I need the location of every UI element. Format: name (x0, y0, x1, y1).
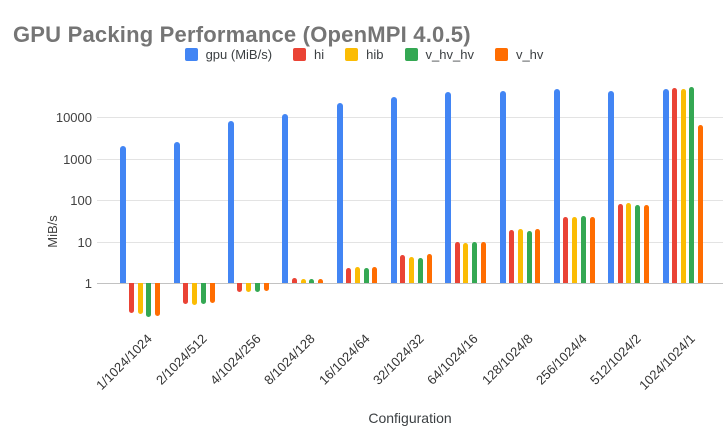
bar-v_hv[interactable] (318, 278, 324, 283)
bar-v_hv[interactable] (535, 229, 541, 283)
bar-v_hv_hv[interactable] (255, 283, 260, 293)
x-tick-label: 32/1024/32 (369, 331, 427, 388)
chart-title: GPU Packing Performance (OpenMPI 4.0.5) (13, 21, 471, 47)
bar-v_hv[interactable] (481, 241, 486, 283)
x-tick-label: 1/1024/1024 (93, 331, 156, 393)
bar-v_hv[interactable] (698, 124, 704, 283)
bar-v_hv_hv[interactable] (472, 242, 478, 283)
bar-v_hv_hv[interactable] (635, 205, 641, 283)
bar-hib[interactable] (300, 278, 306, 283)
legend-swatch-icon (345, 48, 359, 61)
x-tick-label: 1024/1024/1 (636, 331, 699, 393)
bar-hib[interactable] (517, 229, 523, 283)
bar-v_hv_hv[interactable] (580, 215, 586, 283)
legend-swatch-icon (404, 48, 418, 61)
bar-gpu-MiB-s[interactable] (391, 97, 397, 283)
legend: gpu (MiB/s) hi hib v_hv_hv v_hv (0, 47, 728, 62)
x-tick-label: 128/1024/8 (478, 331, 536, 388)
bar-v_hv[interactable] (155, 283, 161, 317)
bar-hib[interactable] (572, 216, 577, 283)
bar-hi[interactable] (128, 283, 134, 313)
legend-swatch-icon (184, 48, 198, 61)
x-tick-label: 256/1024/4 (532, 331, 590, 388)
x-tick-label: 8/1024/128 (261, 331, 319, 388)
legend-label: gpu (MiB/s) (205, 47, 273, 62)
bar-hib[interactable] (137, 283, 143, 314)
x-tick-label: 16/1024/64 (315, 331, 373, 388)
legend-item-hi: hi (293, 47, 324, 62)
y-tick-label: 10 (77, 234, 92, 250)
y-tick-label: 10000 (55, 110, 92, 125)
bar-v_hv_hv[interactable] (309, 278, 315, 283)
bar-hi[interactable] (400, 255, 406, 283)
bar-v_hv[interactable] (589, 216, 595, 283)
x-axis-title: Configuration (368, 410, 452, 426)
legend-label: v_hv (515, 47, 544, 62)
bar-gpu-MiB-s[interactable] (228, 121, 235, 283)
legend-swatch-icon (494, 48, 508, 61)
bar-gpu-MiB-s[interactable] (553, 89, 560, 283)
bar-hi[interactable] (183, 283, 189, 305)
bar-hi[interactable] (671, 87, 677, 283)
bar-gpu-MiB-s[interactable] (173, 141, 180, 283)
bar-v_hv_hv[interactable] (417, 257, 423, 283)
bar-hib[interactable] (463, 242, 469, 283)
bar-hi[interactable] (346, 267, 351, 283)
bar-v_hv[interactable] (426, 253, 432, 283)
bar-hib[interactable] (680, 89, 686, 283)
x-tick-label: 64/1024/16 (424, 331, 481, 388)
bar-v_hv_hv[interactable] (200, 283, 206, 305)
x-tick-label: 512/1024/2 (587, 331, 644, 388)
bar-hib[interactable] (626, 202, 632, 283)
x-tick-label: 4/1024/256 (207, 331, 264, 388)
bar-hi[interactable] (237, 283, 243, 292)
legend-label: hi (314, 47, 325, 62)
bar-v_hv[interactable] (209, 283, 215, 303)
bar-hi[interactable] (563, 217, 569, 283)
bar-v_hv_hv[interactable] (363, 267, 369, 283)
bar-v_hv[interactable] (372, 267, 378, 283)
legend-item-v_hv: v_hv (494, 47, 544, 62)
legend-swatch-icon (293, 48, 307, 61)
legend-label: hib (366, 47, 384, 62)
gridline (97, 158, 723, 160)
y-tick-label: 1 (84, 276, 92, 291)
legend-item-gpu-MiB-s: gpu (MiB/s) (184, 47, 273, 62)
y-tick-label: 100 (70, 193, 92, 208)
bar-gpu-MiB-s[interactable] (119, 146, 126, 283)
bar-hib[interactable] (354, 267, 360, 283)
gridline (97, 241, 723, 243)
bar-hib[interactable] (191, 283, 197, 305)
bar-gpu-MiB-s[interactable] (662, 89, 669, 283)
gridline (97, 117, 723, 118)
bar-hi[interactable] (291, 278, 297, 283)
bar-v_hv_hv[interactable] (689, 86, 695, 283)
bar-gpu-MiB-s[interactable] (445, 92, 452, 283)
gridline (97, 200, 723, 201)
legend-item-hib: hib (345, 47, 384, 62)
bar-v_hv[interactable] (643, 204, 649, 283)
bar-hib[interactable] (409, 256, 415, 283)
bar-gpu-MiB-s[interactable] (499, 91, 506, 283)
bar-gpu-MiB-s[interactable] (336, 102, 343, 283)
bar-hi[interactable] (617, 204, 623, 283)
bar-v_hv[interactable] (263, 283, 269, 291)
y-tick-label: 1000 (63, 151, 92, 167)
legend-label: v_hv_hv (425, 47, 474, 62)
legend-item-v_hv_hv: v_hv_hv (404, 47, 474, 62)
bar-hi[interactable] (508, 229, 514, 283)
bar-gpu-MiB-s[interactable] (608, 91, 615, 283)
x-tick-label: 2/1024/512 (152, 331, 210, 388)
x-axis-baseline (97, 283, 723, 284)
bar-gpu-MiB-s[interactable] (282, 113, 289, 283)
bar-v_hv_hv[interactable] (526, 230, 532, 283)
bar-hib[interactable] (246, 283, 252, 293)
bar-hi[interactable] (454, 242, 460, 283)
bar-v_hv_hv[interactable] (146, 283, 152, 318)
